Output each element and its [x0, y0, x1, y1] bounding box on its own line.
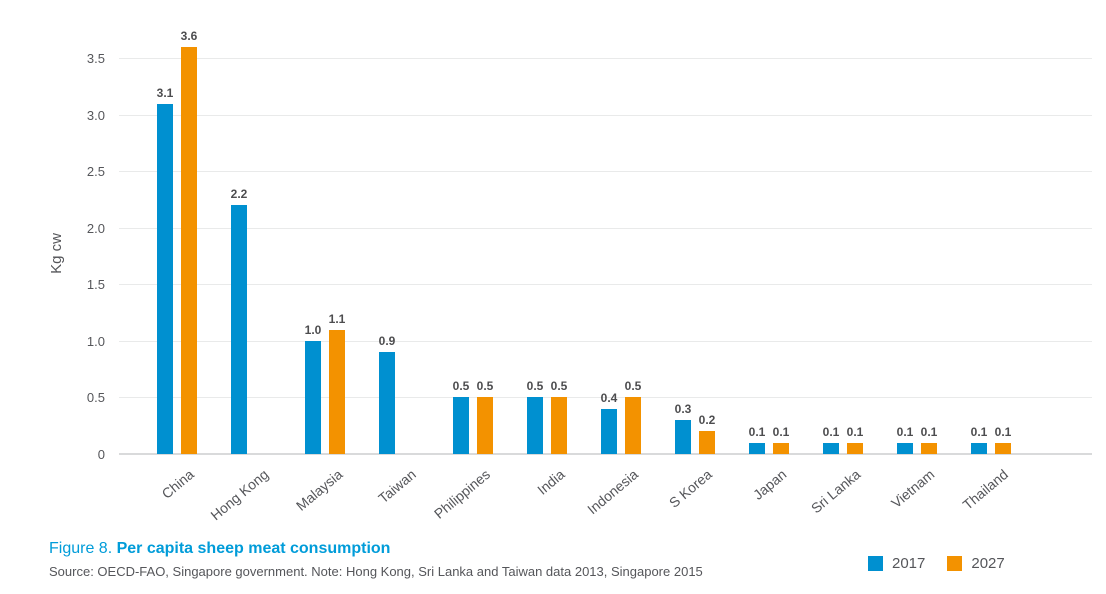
bar-2017-malaysia: [305, 341, 321, 454]
bar-2027-china: [181, 47, 197, 454]
bar-2017-thailand: [971, 443, 987, 454]
bar-2017-india: [527, 397, 543, 454]
source-note: Source: OECD-FAO, Singapore government. …: [49, 564, 703, 579]
bar-2027-malaysia: [329, 330, 345, 454]
bar-2027-philippines: [477, 397, 493, 454]
gridline: [119, 171, 1092, 172]
y-axis-title: Kg cw: [47, 233, 65, 274]
y-tick-label: 2.5: [86, 164, 105, 179]
bar-2017-s-korea: [675, 420, 691, 454]
x-tick-label-s-korea: S Korea: [666, 466, 716, 511]
x-tick-label-sri-lanka: Sri Lanka: [807, 466, 864, 517]
bar-value-label: 1.1: [328, 312, 346, 326]
bar-value-label: 0.4: [600, 391, 618, 405]
x-tick-label-indonesia: Indonesia: [584, 466, 642, 518]
bar-value-label: 0.5: [476, 379, 494, 393]
gridline: [119, 340, 1092, 342]
bar-value-label: 0.5: [550, 379, 568, 393]
bar-value-label: 0.1: [772, 425, 790, 439]
legend-label-2027: 2027: [971, 555, 1005, 572]
bar-value-label: 0.1: [748, 425, 766, 439]
bar-value-label: 0.5: [526, 379, 544, 393]
bar-value-label: 0.1: [822, 425, 840, 439]
gridline: [119, 397, 1092, 398]
bar-2027-japan: [773, 443, 789, 454]
bar-value-label: 0.1: [920, 425, 938, 439]
x-tick-label-vietnam: Vietnam: [887, 466, 938, 512]
gridline: [119, 114, 1092, 116]
legend: 2017 2027: [868, 556, 1005, 571]
bar-2017-indonesia: [601, 409, 617, 454]
x-tick-label-japan: Japan: [749, 466, 790, 503]
y-tick-label: 0: [97, 446, 105, 462]
bar-value-label: 0.5: [624, 379, 642, 393]
x-tick-label-hong-kong: Hong Kong: [207, 466, 272, 524]
bar-2027-s-korea: [699, 431, 715, 454]
legend-label-2017: 2017: [892, 555, 926, 572]
bar-2027-sri-lanka: [847, 443, 863, 454]
x-tick-label-thailand: Thailand: [959, 466, 1012, 513]
bar-value-label: 0.1: [994, 425, 1012, 439]
legend-item-2027: 2027: [947, 555, 1005, 572]
y-tick-label: 2.0: [86, 220, 105, 236]
y-tick-label: 3.5: [86, 51, 105, 66]
bar-value-label: 3.1: [156, 86, 174, 100]
bar-2017-japan: [749, 443, 765, 454]
bar-value-label: 0.5: [452, 379, 470, 393]
bar-value-label: 1.0: [304, 323, 322, 337]
bar-2017-philippines: [453, 397, 469, 454]
gridline: [119, 227, 1092, 229]
legend-item-2017: 2017: [868, 556, 925, 571]
x-axis-baseline: [119, 453, 1092, 455]
bar-value-label: 0.1: [846, 425, 864, 439]
bar-2017-sri-lanka: [823, 443, 839, 454]
gridline: [119, 58, 1092, 59]
bar-2027-thailand: [995, 443, 1011, 454]
bar-2017-hong-kong: [231, 205, 247, 454]
y-tick-label: 3.0: [86, 107, 105, 123]
figure-caption: Figure 8. Per capita sheep meat consumpt…: [49, 540, 390, 558]
bar-value-label: 0.1: [970, 425, 988, 439]
bar-value-label: 0.9: [378, 334, 396, 348]
bar-value-label: 0.1: [896, 425, 914, 439]
figure-caption-title: Per capita sheep meat consumption: [116, 540, 391, 557]
legend-swatch-2027: [947, 556, 963, 571]
bar-2027-vietnam: [921, 443, 937, 454]
bar-2027-india: [551, 397, 567, 454]
x-tick-label-india: India: [533, 466, 568, 498]
x-tick-label-taiwan: Taiwan: [375, 466, 420, 507]
x-tick-label-malaysia: Malaysia: [292, 466, 346, 514]
bar-value-label: 0.2: [698, 413, 716, 427]
y-tick-label: 1.5: [86, 277, 105, 292]
x-tick-label-philippines: Philippines: [431, 466, 494, 522]
bar-2017-vietnam: [897, 443, 913, 454]
y-tick-label: 1.0: [86, 333, 105, 349]
bar-2027-indonesia: [625, 397, 641, 454]
bar-value-label: 0.3: [674, 402, 692, 416]
bar-value-label: 2.2: [230, 187, 248, 201]
y-tick-label: 0.5: [86, 390, 105, 405]
bar-2017-china: [157, 104, 173, 454]
bar-value-label: 3.6: [180, 29, 198, 43]
bar-2017-taiwan: [379, 352, 395, 454]
gridline: [119, 284, 1092, 285]
x-tick-label-china: China: [158, 466, 198, 502]
legend-swatch-2017: [868, 556, 883, 571]
figure-caption-label: Figure 8.: [49, 540, 117, 557]
